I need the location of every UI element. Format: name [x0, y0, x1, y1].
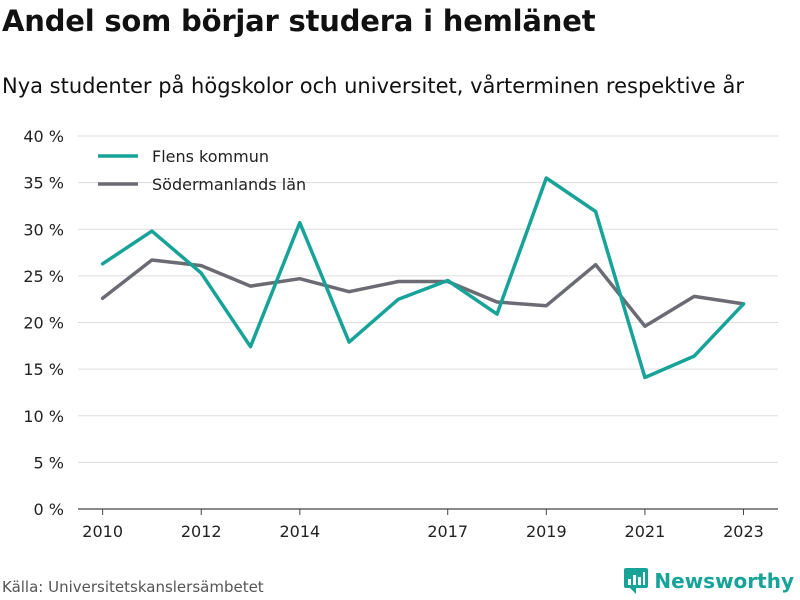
y-tick-label: 35 %	[23, 174, 64, 193]
y-tick-label: 15 %	[23, 360, 64, 379]
newsworthy-logo-icon	[624, 568, 649, 594]
y-tick-label: 25 %	[23, 267, 64, 286]
y-tick-label: 20 %	[23, 314, 64, 333]
series-line	[100, 176, 746, 380]
x-tick-label: 2010	[82, 522, 123, 541]
x-tick-label: 2017	[427, 522, 468, 541]
legend-label: Södermanlands län	[152, 175, 306, 194]
y-tick-label: 0 %	[34, 500, 64, 519]
legend: Flens kommun Södermanlands län	[98, 147, 306, 194]
y-axis: 0 % 5 % 10 % 15 % 20 % 25 % 30 % 35 % 40 %	[23, 127, 64, 519]
x-tick-label: 2019	[526, 522, 567, 541]
x-tick-label: 2014	[279, 522, 320, 541]
series-line	[100, 258, 746, 328]
chart-title: Andel som börjar studera i hemlänet	[2, 4, 596, 38]
legend-label: Flens kommun	[152, 147, 269, 166]
line-chart: 0 %5 %10 %15 %20 %25 %30 %35 %40 % 2010 2…	[23, 127, 778, 541]
x-tick-label: 2021	[625, 522, 666, 541]
chart-subtitle: Nya studenter på högskolor och universit…	[2, 74, 744, 98]
y-tick-label: 40 %	[23, 127, 64, 146]
y-tick-label: 5 %	[34, 453, 64, 472]
x-tick-label: 2012	[181, 522, 222, 541]
y-tick-label: 10 %	[23, 407, 64, 426]
x-tick-label: 2023	[723, 522, 764, 541]
brand-logo: Newsworthy	[624, 568, 794, 594]
brand-name: Newsworthy	[654, 569, 794, 593]
x-axis: 2010 2012 2014 2017 2019 2021 2023	[82, 509, 764, 541]
y-tick-label: 30 %	[23, 220, 64, 239]
source-note: Källa: Universitetskanslersämbetet	[2, 578, 264, 596]
series-lines	[100, 176, 746, 380]
